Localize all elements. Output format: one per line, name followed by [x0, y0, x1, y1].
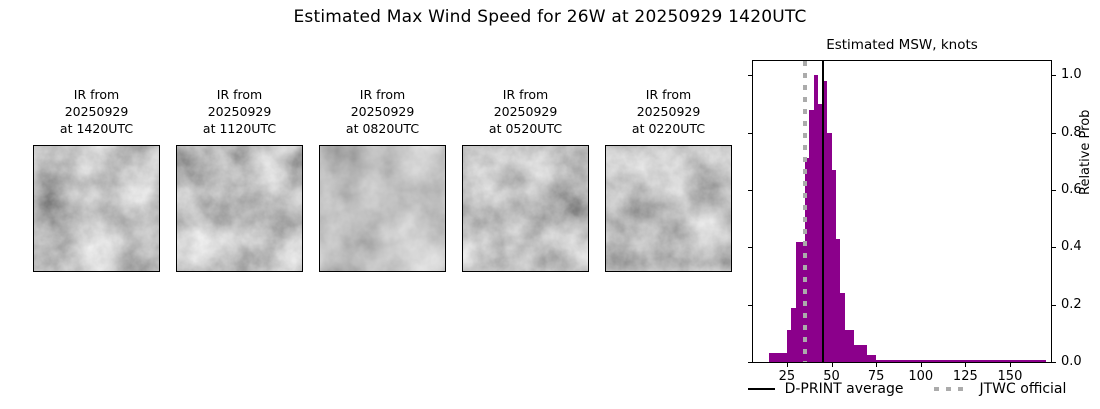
- ir-satellite-image: [462, 145, 589, 272]
- ir-label-line: at 0520UTC: [488, 121, 563, 136]
- dprint-average-line: [821, 61, 824, 362]
- histogram-bar: [804, 158, 810, 362]
- ir-panel-0820utc: IR from 20250929 at 0820UTC: [319, 86, 446, 272]
- ir-satellite-image: [176, 145, 303, 272]
- dprint-average-legend-label: D-PRINT average: [784, 381, 904, 397]
- dotted-line-swatch-icon: [933, 387, 970, 391]
- ir-satellite-image: [319, 145, 446, 272]
- ir-label-line: IR from: [216, 87, 263, 102]
- y-axis-tick-label: 0.2: [1061, 296, 1082, 312]
- y-axis-tick: [748, 304, 752, 306]
- y-axis-tick-label: 0.0: [1061, 354, 1082, 369]
- jtwc-official-legend-label: JTWC official: [979, 381, 1067, 397]
- ir-label-line: 20250929: [64, 104, 129, 119]
- histogram-bar: [831, 169, 836, 362]
- x-axis-tick: [965, 363, 967, 367]
- histogram-bar: [795, 241, 801, 362]
- ir-label-line: IR from: [73, 87, 120, 102]
- chart-title: Estimated MSW, knots: [826, 37, 978, 53]
- x-axis-tick-label: 100: [908, 369, 934, 384]
- histogram-bar: [844, 330, 850, 362]
- ir-label-line: IR from: [359, 87, 406, 102]
- histogram-bar: [777, 353, 783, 362]
- histogram-bar: [786, 330, 792, 362]
- histogram-bar: [818, 104, 823, 362]
- y-axis-tick: [748, 247, 752, 249]
- x-axis-tick-label: 25: [778, 369, 796, 384]
- histogram-bar: [835, 238, 841, 362]
- ir-label-line: IR from: [645, 87, 692, 102]
- ir-satellite-image: [33, 145, 160, 272]
- x-axis-tick-label: 50: [823, 369, 840, 384]
- y-axis-tick: [748, 190, 752, 191]
- histogram-bar: [822, 81, 828, 362]
- page-title: Estimated Max Wind Speed for 26W at 2025…: [293, 7, 807, 27]
- x-axis-tick-label: 125: [952, 369, 978, 384]
- y-axis-tick: [748, 132, 752, 134]
- ir-label-line: 20250929: [350, 104, 415, 119]
- histogram-bar: [853, 344, 859, 362]
- legend-item-dprint: D-PRINT average: [747, 381, 904, 397]
- x-axis-tick: [876, 363, 878, 367]
- y-axis-tick: [748, 75, 752, 77]
- histogram-bar: [876, 359, 1046, 362]
- legend: D-PRINT average JTWC official: [722, 381, 1092, 397]
- ir-label-line: at 1120UTC: [202, 121, 277, 136]
- histogram-bar: [840, 293, 845, 362]
- x-axis-tick: [920, 363, 922, 367]
- histogram-plot: 25 50 75 100 125 150 0.0 0.2 0.4 0.6 0.8 1.0: [748, 60, 1082, 384]
- histogram-bar: [769, 353, 774, 362]
- ir-image-label: IR from 20250929 at 0820UTC: [319, 86, 446, 137]
- jtwc-official-line: [802, 61, 807, 362]
- ir-image-label: IR from 20250929 at 0220UTC: [605, 86, 732, 137]
- y-axis-tick: [1052, 132, 1056, 134]
- y-axis-tick-label: 0.8: [1061, 124, 1082, 140]
- y-axis-tick: [1052, 304, 1056, 306]
- histogram-bar: [849, 330, 854, 362]
- histogram-bar: [862, 344, 868, 362]
- y-axis-tick: [1052, 75, 1056, 77]
- ir-panel-0520utc: IR from 20250929 at 0520UTC: [462, 86, 589, 272]
- x-axis-tick-label: 150: [997, 369, 1023, 384]
- histogram-bar: [871, 354, 877, 362]
- histogram-bar: [800, 241, 805, 362]
- x-axis-tick: [786, 363, 788, 367]
- legend-item-jtwc: JTWC official: [933, 381, 1067, 397]
- histogram-bar: [773, 353, 778, 362]
- solid-line-swatch-icon: [747, 388, 775, 390]
- histogram-bar: [809, 109, 814, 362]
- ir-label-line: 20250929: [636, 104, 701, 119]
- histogram-bar: [791, 307, 796, 362]
- x-axis-tick-label: 75: [867, 369, 885, 384]
- ir-image-label: IR from 20250929 at 1420UTC: [33, 86, 160, 137]
- y-axis-label-text: Relative Prob: [1078, 109, 1093, 195]
- ir-label-line: 20250929: [493, 104, 558, 119]
- y-axis-tick: [1052, 362, 1056, 363]
- ir-label-line: 20250929: [207, 104, 272, 119]
- y-axis-tick-label: 0.6: [1061, 182, 1082, 197]
- y-axis-tick-label: 1.0: [1061, 67, 1082, 83]
- ir-label-line: IR from: [502, 87, 549, 102]
- y-axis-tick: [748, 362, 752, 363]
- ir-satellite-image: [605, 145, 732, 272]
- histogram-bar: [827, 132, 832, 362]
- histogram-bar: [858, 344, 863, 362]
- x-axis-tick: [1009, 363, 1011, 367]
- y-axis-tick-label: 0.4: [1061, 239, 1082, 255]
- ir-panel-1420utc: IR from 20250929 at 1420UTC: [33, 86, 160, 272]
- histogram-bar: [782, 353, 787, 362]
- ir-label-line: at 0820UTC: [345, 121, 420, 136]
- ir-label-line: at 1420UTC: [59, 121, 134, 136]
- histogram-bar: [867, 354, 872, 362]
- ir-label-line: at 0220UTC: [631, 121, 706, 136]
- y-axis-tick: [1052, 190, 1056, 191]
- y-axis-tick: [1052, 247, 1056, 249]
- ir-image-label: IR from 20250929 at 0520UTC: [462, 86, 589, 137]
- ir-panel-0220utc: IR from 20250929 at 0220UTC: [605, 86, 732, 272]
- ir-image-label: IR from 20250929 at 1120UTC: [176, 86, 303, 137]
- x-axis-tick: [831, 363, 833, 367]
- histogram-bar: [813, 75, 819, 362]
- ir-panel-1120utc: IR from 20250929 at 1120UTC: [176, 86, 303, 272]
